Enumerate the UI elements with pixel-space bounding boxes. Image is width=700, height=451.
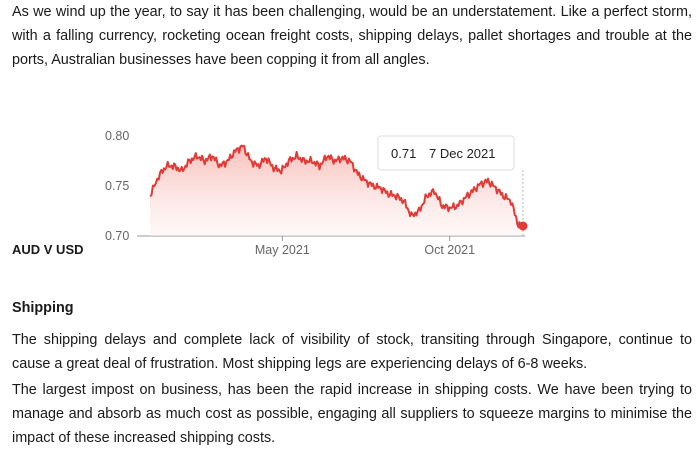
data-line [149,144,524,231]
hover-point[interactable] [518,221,528,231]
x-tick-label: Oct 2021 [424,243,475,257]
y-tick-label: 0.70 [105,229,129,243]
chart-tooltip: 0.71 7 Dec 2021 [377,135,515,171]
chart-caption: AUD V USD [12,242,84,257]
x-tick-label: May 2021 [255,243,310,257]
intro-paragraph: As we wind up the year, to say it has be… [12,4,692,68]
tooltip-value: 0.71 [391,146,416,161]
shipping-paragraph-1: The shipping delays and complete lack of… [12,332,692,372]
data-area [150,145,523,236]
y-tick-label: 0.75 [105,179,129,193]
shipping-paragraph-2: The largest impost on business, has been… [12,382,692,446]
tooltip-date: 7 Dec 2021 [429,146,496,161]
shipping-heading: Shipping [12,300,74,316]
aud-usd-chart[interactable]: 0.80 0.75 0.70 May 2021 Oct 2021 0.71 7 Dec… [95,118,535,268]
y-tick-label: 0.80 [105,129,129,143]
